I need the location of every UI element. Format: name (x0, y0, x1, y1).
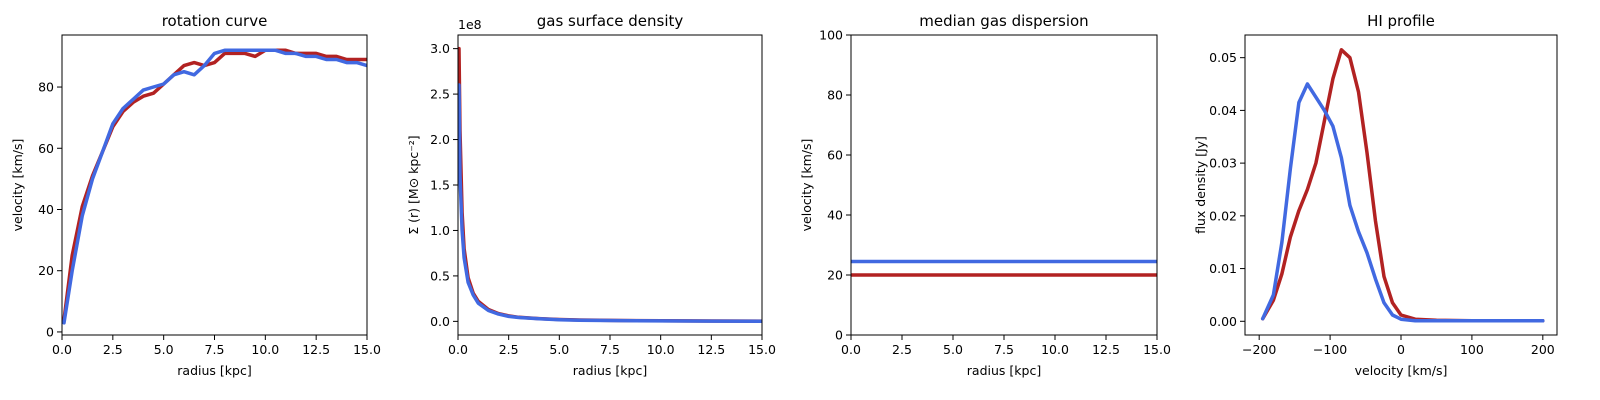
y-tick-label: 60 (827, 148, 843, 163)
y-tick-label: 0.04 (1209, 103, 1237, 118)
y-tick-label: 1.5 (430, 178, 450, 193)
x-tick-label: 2.5 (892, 342, 912, 357)
x-tick-label: 7.5 (994, 342, 1014, 357)
x-tick-label: 15.0 (1143, 342, 1171, 357)
y-axis-label: velocity [km/s] (799, 139, 814, 232)
series-group (458, 46, 762, 323)
y-tick-label: 0.0 (430, 314, 450, 329)
y-tick-label: 80 (827, 88, 843, 103)
series-group (62, 48, 367, 325)
series-group (1260, 48, 1545, 323)
x-axis-label: radius [kpc] (177, 363, 251, 378)
y-tick-label: 20 (827, 268, 843, 283)
x-tick-label: 12.5 (697, 342, 725, 357)
x-tick-label: 7.5 (205, 342, 225, 357)
y-tick-label: 2.5 (430, 87, 450, 102)
axes-frame (1244, 34, 1558, 336)
chart-panel-2: 0.0 2.5 5.0 7.5 10.0 12.5 15.0 0.0 0.5 1.0 1.5 2.0 2… (406, 12, 776, 378)
axes-frame (850, 34, 1158, 336)
x-axis-label: radius [kpc] (573, 363, 647, 378)
series-line-blue (458, 83, 762, 323)
y-tick-label: 20 (38, 263, 54, 278)
y-tick-label: 0.05 (1209, 50, 1237, 65)
y-tick-label: 0.03 (1209, 156, 1237, 171)
y-tick-label: 3.0 (430, 41, 450, 56)
series-line-blue (62, 48, 367, 325)
x-tick-label: 5.0 (943, 342, 963, 357)
y-tick-label: 0.5 (430, 268, 450, 283)
chart-panel-3: 0.0 2.5 5.0 7.5 10.0 12.5 15.0 0 20 40 60 80 100 medi… (799, 12, 1171, 378)
x-tick-label: 15.0 (353, 342, 381, 357)
x-tick-label: −200 (1242, 342, 1276, 357)
y-tick-label: 80 (38, 80, 54, 95)
x-tick-label: 5.0 (154, 342, 174, 357)
axes-frame (457, 34, 763, 336)
x-tick-label: 7.5 (600, 342, 620, 357)
x-tick-label: 12.5 (1092, 342, 1120, 357)
x-tick-label: −100 (1313, 342, 1347, 357)
x-tick-label: 5.0 (549, 342, 569, 357)
series-line-red (62, 48, 367, 322)
x-axis-label: velocity [km/s] (1355, 363, 1448, 378)
x-tick-label: 0.0 (448, 342, 468, 357)
x-tick-label: 10.0 (647, 342, 675, 357)
series-group (851, 259, 1157, 277)
y-tick-label: 100 (819, 28, 843, 43)
axes-frame (61, 34, 368, 336)
x-tick-label: 10.0 (1041, 342, 1069, 357)
series-line-blue (1260, 82, 1545, 323)
x-tick-label: 0.0 (841, 342, 861, 357)
x-tick-label: 100 (1460, 342, 1484, 357)
x-tick-label: 0.0 (52, 342, 72, 357)
chart-title: rotation curve (162, 12, 268, 30)
y-axis-label: flux density [Jy] (1193, 136, 1208, 234)
x-tick-label: 15.0 (748, 342, 776, 357)
y-tick-label: 60 (38, 141, 54, 156)
chart-panel-4: −200 −100 0 100 200 0.00 0.01 0.02 0.03 0.04 0.05 H… (1193, 12, 1558, 378)
y-tick-label: 0.00 (1209, 314, 1237, 329)
x-axis-label: radius [kpc] (967, 363, 1041, 378)
x-tick-label: 12.5 (302, 342, 330, 357)
chart-panel-1: 0.0 2.5 5.0 7.5 10.0 12.5 15.0 0 20 40 60 80 rotatio… (10, 12, 381, 378)
y-offset-label: 1e8 (458, 17, 482, 32)
y-tick-label: 0.01 (1209, 261, 1237, 276)
chart-title: median gas dispersion (919, 12, 1088, 30)
y-tick-label: 2.0 (430, 132, 450, 147)
y-tick-label: 0 (46, 324, 54, 339)
y-tick-label: 40 (38, 202, 54, 217)
y-tick-label: 1.0 (430, 223, 450, 238)
series-line-red (458, 46, 762, 323)
x-tick-label: 0 (1397, 342, 1405, 357)
x-tick-label: 2.5 (103, 342, 123, 357)
y-axis-label: velocity [km/s] (10, 139, 25, 232)
y-axis-label: Σ (r) [M⊙ kpc⁻²] (406, 135, 421, 234)
y-tick-label: 0.02 (1209, 208, 1237, 223)
y-tick-label: 0 (835, 328, 843, 343)
y-tick-label: 40 (827, 208, 843, 223)
x-tick-label: 2.5 (499, 342, 519, 357)
x-tick-label: 200 (1531, 342, 1555, 357)
x-tick-label: 10.0 (251, 342, 279, 357)
chart-title: gas surface density (537, 12, 684, 30)
chart-title: HI profile (1367, 12, 1435, 30)
